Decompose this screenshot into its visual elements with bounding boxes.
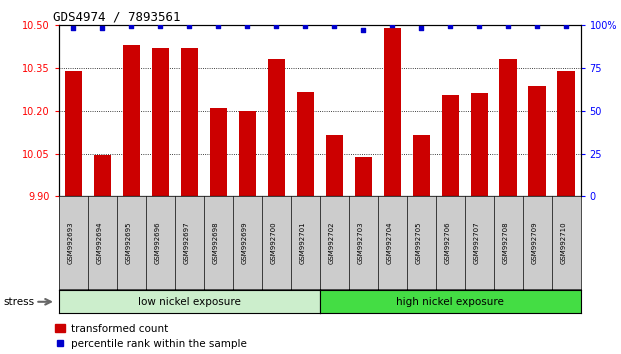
Text: GDS4974 / 7893561: GDS4974 / 7893561 [53,11,180,24]
Text: GSM992699: GSM992699 [242,221,247,264]
Point [329,24,339,29]
Bar [558,70,575,196]
Bar [210,108,227,196]
Point [474,24,484,29]
Bar [499,59,517,196]
Text: GSM992706: GSM992706 [444,221,450,264]
Text: GSM992698: GSM992698 [212,221,219,264]
Point [561,24,571,29]
Bar [238,110,256,196]
Bar [123,45,140,196]
Point [242,24,252,29]
Point [532,24,542,29]
Point [214,24,224,29]
Text: GSM992697: GSM992697 [183,221,189,264]
Text: GSM992693: GSM992693 [68,221,73,264]
Point [358,27,368,33]
Text: GSM992709: GSM992709 [531,221,537,264]
Point [184,24,194,29]
Text: GSM992710: GSM992710 [560,221,566,264]
Text: low nickel exposure: low nickel exposure [138,297,241,307]
Point [388,22,397,28]
Point [155,24,165,29]
Text: GSM992707: GSM992707 [473,221,479,264]
Bar [471,93,488,196]
Legend: transformed count, percentile rank within the sample: transformed count, percentile rank withi… [55,324,247,349]
Text: stress: stress [3,297,34,307]
Point [68,25,78,31]
Text: GSM992694: GSM992694 [96,221,102,264]
Text: GSM992708: GSM992708 [502,221,508,264]
Bar [65,70,82,196]
Bar [325,135,343,196]
Bar [384,28,401,196]
Text: GSM992700: GSM992700 [270,221,276,264]
Text: GSM992702: GSM992702 [329,221,334,264]
Point [416,25,426,31]
Bar [442,95,459,196]
Bar [152,48,169,196]
Bar [181,48,198,196]
Point [97,25,107,31]
Text: GSM992695: GSM992695 [125,221,132,264]
Bar [297,92,314,196]
Bar [268,59,285,196]
Text: GSM992696: GSM992696 [155,221,160,264]
Point [127,24,137,29]
Text: GSM992705: GSM992705 [415,221,421,264]
Text: GSM992703: GSM992703 [357,221,363,264]
Text: GSM992704: GSM992704 [386,221,392,264]
Bar [528,86,546,196]
Bar [94,155,111,196]
Point [271,24,281,29]
Bar [355,157,372,196]
Text: GSM992701: GSM992701 [299,221,306,264]
Point [503,24,513,29]
Point [301,24,310,29]
Bar [412,135,430,196]
Point [445,24,455,29]
Text: high nickel exposure: high nickel exposure [396,297,504,307]
